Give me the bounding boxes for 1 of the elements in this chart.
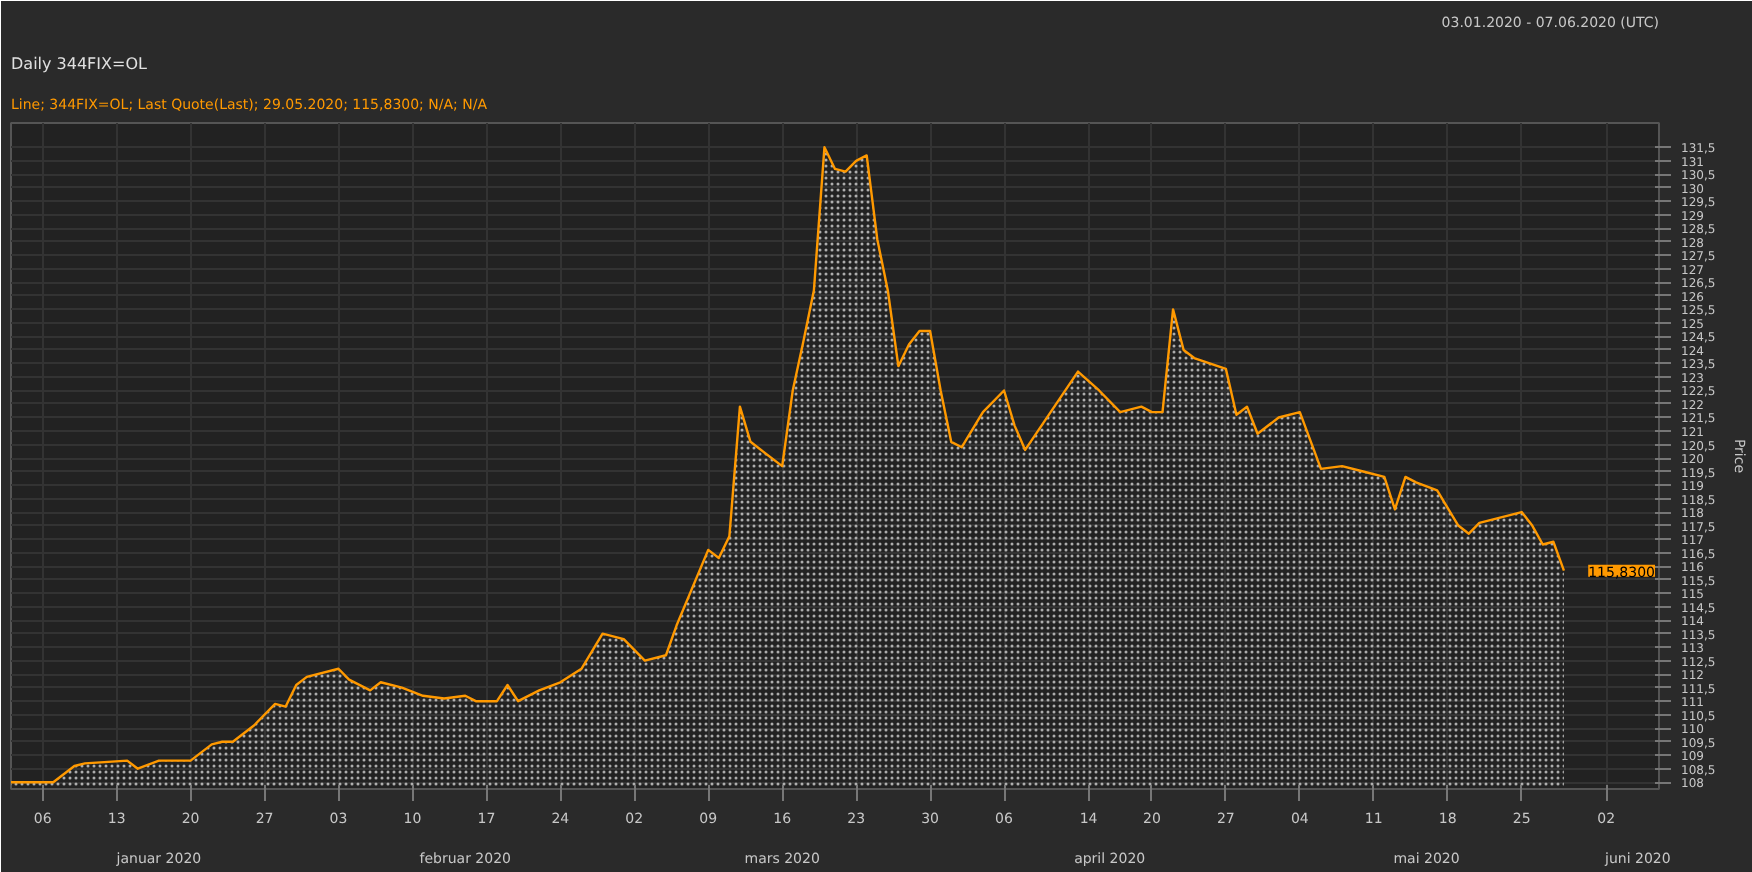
- chart-title: Daily 344FIX=OL: [11, 55, 148, 73]
